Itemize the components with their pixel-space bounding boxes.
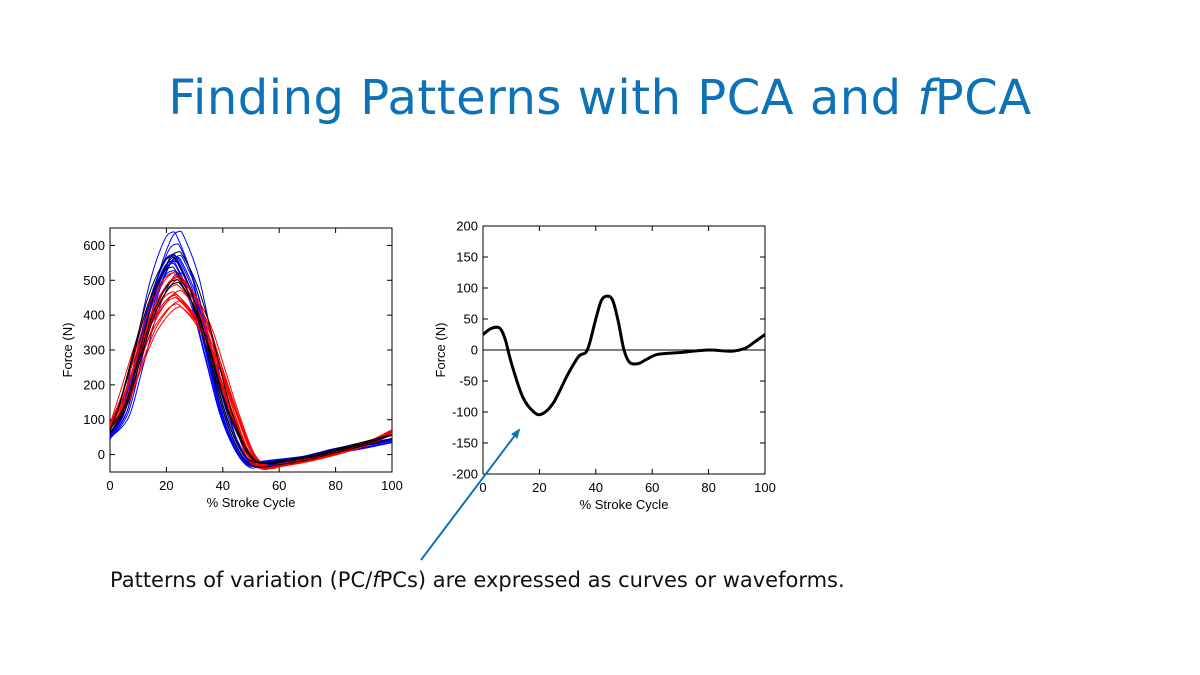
left-series-line	[110, 254, 392, 469]
left-series-line	[110, 266, 392, 468]
slide-title-pca: PCA	[934, 70, 1032, 126]
left-series-line	[110, 289, 392, 468]
right-x-tick-label: 0	[479, 480, 486, 495]
left-y-tick-label: 500	[83, 273, 105, 288]
right-y-tick-label: 100	[456, 281, 478, 296]
left-series-line	[110, 300, 392, 469]
left-series-line	[110, 297, 392, 469]
left-series-line	[110, 254, 392, 467]
left-series-line	[110, 256, 392, 466]
left-series-group	[110, 230, 392, 470]
left-y-tick-label: 400	[83, 308, 105, 323]
left-x-tick-label: 0	[106, 478, 113, 493]
left-series-line	[110, 251, 392, 465]
chart-right-pc-waveform: 0 20 40 60 80 100 -200 -150 -100 -50 0 50 100 150 200%…	[433, 219, 776, 513]
slide-title-text: Finding Patterns with PCA and	[168, 70, 918, 126]
right-series-group	[483, 294, 765, 417]
caption-text-1: Patterns of variation (PC/	[110, 568, 373, 592]
left-y-tick-label: 0	[98, 447, 105, 462]
right-x-axis-label: % Stroke Cycle	[580, 497, 669, 512]
left-series-line	[110, 256, 392, 464]
left-y-tick-label: 200	[83, 377, 105, 392]
right-x-tick-label: 100	[754, 480, 776, 495]
right-y-axis-label: Force (N)	[433, 323, 448, 378]
right-y-tick-label: -100	[452, 405, 478, 420]
left-y-tick-label: 300	[83, 343, 105, 358]
left-series-line	[110, 231, 392, 465]
left-y-tick-label: 600	[83, 238, 105, 253]
left-x-tick-label: 40	[216, 478, 230, 493]
caption: Patterns of variation (PC/fPCs) are expr…	[110, 568, 845, 592]
slide-title: Finding Patterns with PCA and fPCA	[0, 70, 1200, 126]
left-x-tick-label: 20	[159, 478, 173, 493]
chart-left-force-trials: 0 20 40 60 80 100 0 100 200 300 400 500 600 % Stroke …	[60, 227, 403, 510]
right-y-tick-label: -50	[459, 374, 478, 389]
left-x-axis-label: % Stroke Cycle	[207, 495, 296, 510]
right-y-tick-label: 200	[456, 219, 478, 234]
caption-text-f: f	[372, 568, 380, 592]
left-plot-frame	[109, 227, 393, 473]
left-series-line	[110, 279, 392, 464]
right-y-tick-label: -200	[452, 467, 478, 482]
left-x-tick-label: 80	[328, 478, 342, 493]
left-series-line	[110, 230, 392, 469]
right-x-tick-label: 20	[532, 480, 546, 495]
caption-text-2: PCs) are expressed as curves or waveform…	[379, 568, 845, 592]
left-series-line	[110, 243, 392, 465]
right-y-tick-label: 50	[464, 312, 478, 327]
left-series-line	[110, 257, 392, 466]
left-x-tick-label: 100	[381, 478, 403, 493]
right-y-tick-label: 0	[471, 343, 478, 358]
slide-title-f: f	[917, 70, 935, 126]
left-series-line	[110, 277, 392, 468]
left-x-tick-label: 60	[272, 478, 286, 493]
annotation-arrow	[420, 428, 521, 561]
right-x-tick-label: 40	[589, 480, 603, 495]
left-y-tick-label: 100	[83, 412, 105, 427]
right-series-line	[483, 294, 765, 417]
right-x-tick-label: 60	[645, 480, 659, 495]
left-y-axis-label: Force (N)	[60, 323, 75, 378]
right-x-tick-label: 80	[701, 480, 715, 495]
arrow-line	[420, 428, 521, 561]
right-y-tick-label: 150	[456, 250, 478, 265]
right-y-tick-label: -150	[452, 436, 478, 451]
